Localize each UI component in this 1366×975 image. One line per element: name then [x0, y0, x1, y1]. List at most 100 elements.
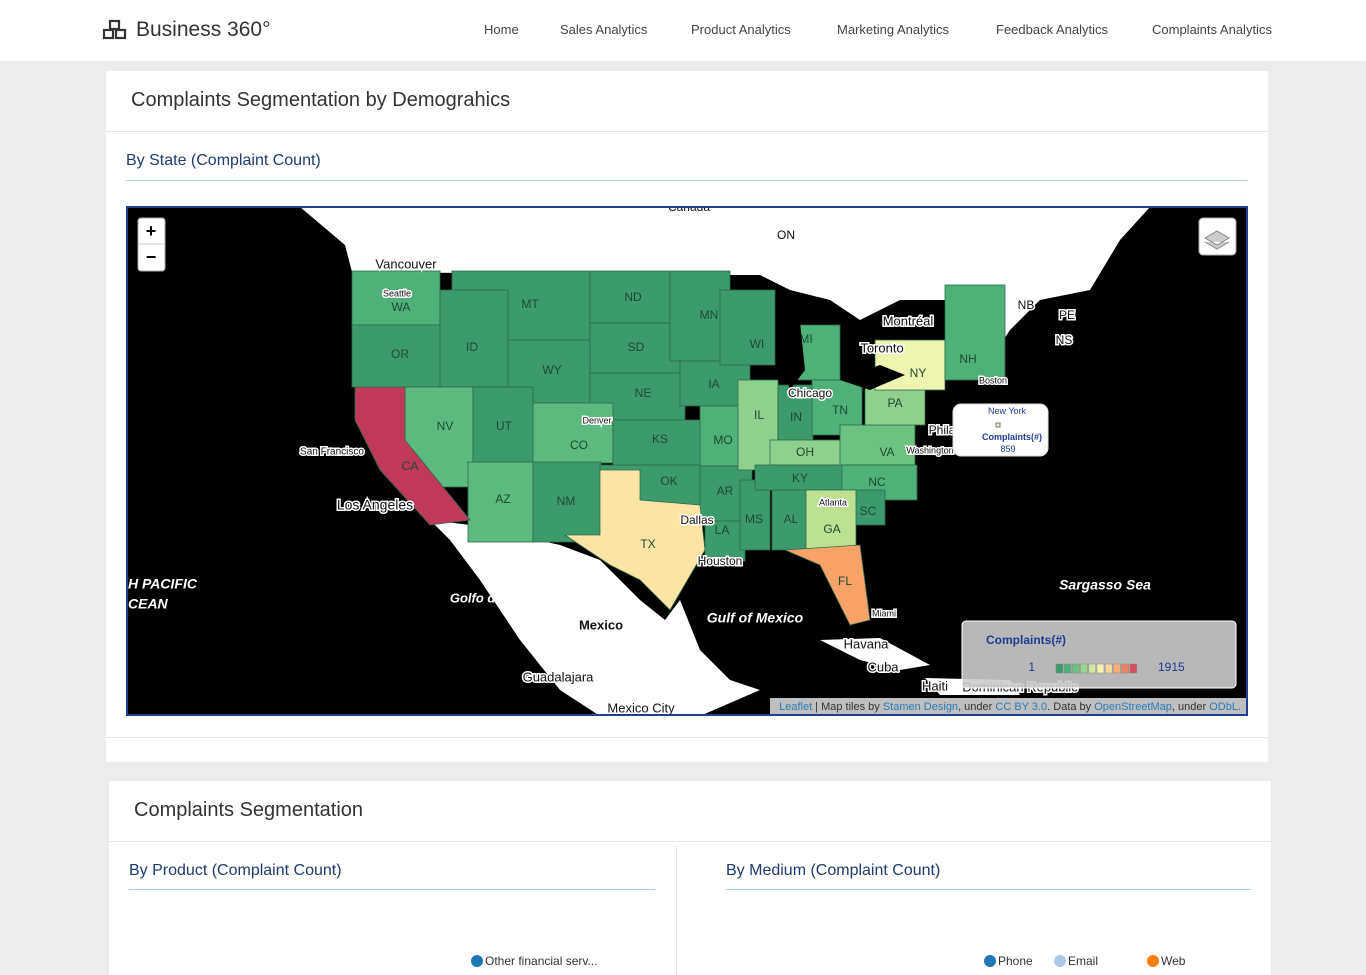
layers-control[interactable] — [1198, 217, 1237, 256]
brand[interactable]: Business 360° — [136, 18, 271, 41]
attribution-link[interactable]: Stamen Design — [883, 701, 958, 713]
zoom-out[interactable]: − — [146, 247, 157, 267]
place-label: Houston — [698, 554, 743, 568]
state-label: AZ — [495, 492, 510, 506]
segmentation-card — [109, 781, 1271, 975]
place-label: Toronto — [860, 340, 903, 355]
attribution-link[interactable]: ODbL. — [1209, 701, 1241, 713]
state — [467, 461, 534, 543]
nav-link[interactable]: Home — [484, 22, 519, 37]
legend-label: Email — [1068, 954, 1099, 968]
place-label: Washington — [906, 445, 953, 455]
zoom-control: + − — [137, 217, 166, 272]
state — [754, 464, 856, 491]
map-legend: Complaints(#) 1 1915 — [961, 620, 1237, 689]
legend-item[interactable]: Email — [1054, 954, 1098, 968]
tooltip-name: New York — [988, 406, 1027, 416]
place-label: Seattle — [383, 288, 411, 298]
place-label: Boston — [979, 375, 1007, 385]
legend-swatch — [1129, 663, 1138, 674]
state — [354, 386, 471, 526]
state-label: LA — [715, 523, 730, 537]
place-label: Gulf of Mexico — [707, 610, 804, 626]
state — [472, 386, 534, 463]
legend-item[interactable]: Web — [1147, 954, 1185, 968]
map[interactable]: WA OR MT ID ND SD WY NE NV UT CO KS AZ NM OK MN IA MO AR LA… — [126, 206, 1248, 716]
place-label: Canada — [668, 206, 710, 214]
land — [270, 207, 1150, 360]
attribution: Leaflet | Map tiles by Stamen Design, un… — [779, 701, 1241, 713]
place-label: ON — [777, 228, 795, 242]
legend-label: Web — [1161, 954, 1186, 968]
place-label: Vancouver — [375, 256, 437, 271]
place-label: Montréal — [883, 313, 934, 328]
rule — [726, 889, 1251, 890]
lake — [780, 322, 805, 390]
state — [351, 270, 441, 326]
state — [439, 289, 509, 388]
state-label: NC — [868, 475, 886, 489]
state-label: CO — [570, 438, 588, 452]
state-label: WI — [750, 337, 765, 351]
attribution-bg — [770, 698, 1246, 714]
state-label: MN — [700, 308, 719, 322]
state-label: UT — [496, 419, 513, 433]
attribution-text: , under — [958, 701, 995, 713]
state — [351, 324, 443, 388]
state-label: IN — [790, 410, 802, 424]
place-label: Golfo de California — [450, 590, 566, 605]
place-label: Mexico — [579, 617, 623, 632]
nav-link[interactable]: Product Analytics — [691, 22, 791, 37]
legend-swatch — [1088, 663, 1097, 674]
place-label: Atlanta — [819, 497, 847, 507]
legend-swatch — [1080, 663, 1088, 674]
state — [784, 544, 871, 626]
state-label: TN — [832, 403, 848, 417]
state-label: VA — [879, 445, 894, 459]
card-title: Complaints Segmentation by Demograhics — [131, 89, 511, 111]
legend-title: Complaints(#) — [986, 633, 1066, 647]
land — [820, 638, 930, 670]
tooltip: New York Complaints(#) 859 — [952, 403, 1049, 457]
state — [944, 284, 1006, 381]
zoom-in[interactable]: + — [146, 221, 157, 241]
state-label: KY — [792, 471, 808, 485]
state-label: ND — [624, 290, 642, 304]
nav-link[interactable]: Feedback Analytics — [996, 22, 1109, 37]
tooltip-value: 859 — [1000, 444, 1015, 454]
state-label: NE — [635, 386, 652, 400]
nav-link[interactable]: Sales Analytics — [560, 22, 648, 37]
place-label: Cuba — [867, 659, 899, 674]
legend-item[interactable]: Other financial serv... — [471, 954, 598, 968]
tooltip-swatch — [995, 422, 1001, 428]
state-label: WY — [542, 363, 561, 377]
state — [839, 424, 916, 466]
place-label: Havana — [844, 636, 890, 651]
state-label: IL — [754, 408, 764, 422]
attribution-link[interactable]: CC BY 3.0 — [995, 701, 1047, 713]
state — [532, 402, 614, 464]
state-label: OR — [391, 347, 409, 361]
state-label: NV — [437, 419, 454, 433]
nav-link[interactable]: Marketing Analytics — [837, 22, 949, 37]
place-label: NB — [1018, 298, 1035, 312]
state-label: ID — [466, 340, 478, 354]
attribution-link[interactable]: OpenStreetMap — [1094, 701, 1172, 713]
legend-swatch — [1063, 663, 1072, 674]
legend-item[interactable]: Phone — [984, 954, 1033, 968]
attribution-link[interactable]: Leaflet — [779, 701, 812, 713]
state-label: OH — [796, 445, 814, 459]
state-label: PA — [887, 396, 902, 410]
legend-max: 1915 — [1158, 660, 1185, 674]
state-label: CA — [402, 459, 419, 473]
lake — [840, 365, 905, 390]
state — [864, 384, 926, 426]
logo — [102, 19, 127, 40]
nav-link[interactable]: Complaints Analytics — [1152, 22, 1272, 37]
rule — [129, 889, 655, 890]
state-label: GA — [823, 522, 840, 536]
place-label: Haiti — [922, 678, 948, 693]
legend-swatch — [1113, 663, 1121, 674]
place-label: San Francisco — [300, 447, 364, 458]
state-label: MO — [713, 433, 732, 447]
